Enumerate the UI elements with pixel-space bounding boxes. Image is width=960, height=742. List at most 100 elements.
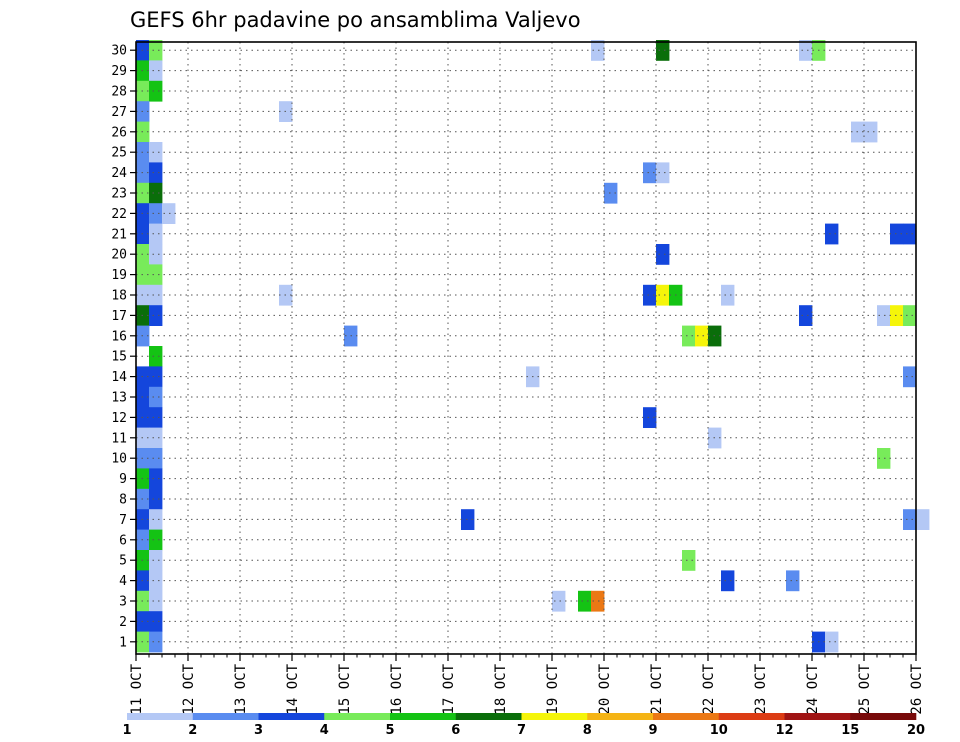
x-tick-label: 21 OCT [649,663,665,714]
y-tick-label: 11 [111,431,127,446]
heatmap-cell [825,223,839,245]
colorbar-legend: 1 2 3 4 5 6 7 8 9 10 12 15 20 [122,713,925,738]
heatmap-cell [149,284,163,306]
heatmap-cell [149,611,163,632]
y-tick-label: 23 [111,187,127,202]
y-tick-label: 14 [111,370,127,385]
x-tick-label: 20 OCT [597,663,613,714]
heatmap-cell [656,284,670,306]
y-tick-label: 9 [119,472,127,487]
plot-frame [135,41,917,655]
y-tick-label: 27 [111,105,127,120]
x-tick-label: 12 OCT [181,663,197,714]
y-tick-label: 6 [119,533,127,548]
x-tick-label: 19 OCT [545,663,561,714]
colorbar-label: 12 [775,723,793,738]
x-tick-label: 22 OCT [701,663,717,714]
heatmap-cell [149,550,163,571]
colorbar-swatch [192,713,259,720]
y-tick-label: 12 [111,411,127,426]
heatmap-cell [877,305,891,326]
colorbar-swatch [390,713,457,720]
heatmap-cell [643,407,657,428]
x-tick-label: 15 OCT [337,663,353,714]
x-tick-label: 26 OCT [909,663,925,714]
colorbar-label: 2 [188,723,197,738]
y-tick-label: 15 [111,350,127,365]
heatmap-cell [149,142,163,163]
heatmap-cell [890,305,904,326]
colorbar-label: 6 [451,723,460,738]
heatmap-cell [903,509,917,530]
colorbar-label: 20 [907,723,925,738]
heatmap-cell [643,284,657,306]
heatmap-cell [903,223,917,245]
colorbar-label: 3 [254,723,263,738]
x-tick-label: 13 OCT [233,663,249,714]
heatmap-cell [149,427,163,449]
heatmap-cell [149,570,163,592]
heatmap-cell [149,80,163,102]
heatmap-cell [461,509,475,530]
y-tick-label: 8 [119,493,127,508]
heatmap-cell [799,305,813,326]
heatmap-cell [149,60,163,82]
x-axis: 11 OCT 12 OCT 13 OCT 14 OCT 15 OCT 16 OCT 17 O… [129,654,925,715]
colorbar-swatch [850,713,917,720]
colorbar-swatch [258,713,325,720]
heatmap-cell [877,448,891,469]
gridlines [136,42,916,654]
colorbar-label: 7 [517,723,526,738]
y-tick-label: 29 [111,64,127,79]
x-tick-label: 11 OCT [129,663,145,714]
y-tick-label: 5 [119,554,127,569]
colorbar-swatch [587,713,654,720]
heatmap-cell [149,590,163,612]
heatmap-cell [149,509,163,530]
heatmap-cell [149,407,163,428]
heatmap-cell [721,570,735,592]
colorbar-swatch [653,713,720,720]
x-tick-label: 25 OCT [857,663,873,714]
colorbar-swatch [718,713,785,720]
heatmap-cell [149,488,163,510]
heatmap-cell [825,631,839,653]
y-axis: 1234567891011121314151617181920212223242… [111,44,136,650]
heatmap-cell [149,203,163,224]
heatmap-cell [149,223,163,245]
heatmap-cell [656,162,670,184]
x-tick-label: 18 OCT [493,663,509,714]
heatmap-cell [552,590,566,612]
colorbar-swatch [127,713,194,720]
heatmap-cell [149,264,163,286]
heatmap-cell [162,203,176,224]
y-tick-label: 10 [111,452,127,467]
y-tick-label: 18 [111,289,127,304]
heatmap-cell [149,386,163,408]
y-tick-label: 4 [119,574,127,589]
colorbar-label: 1 [122,723,131,738]
heatmap-cell [656,244,670,265]
y-tick-label: 19 [111,268,127,283]
heatmap-cell [591,590,605,612]
heatmap-cell [149,244,163,265]
colorbar-swatch [455,713,522,720]
heatmap-cell [149,631,163,653]
colorbar-label: 4 [320,723,329,738]
y-tick-label: 16 [111,329,127,344]
y-tick-label: 3 [119,595,127,610]
colorbar-label: 9 [648,723,657,738]
heatmap-cell [890,223,904,245]
heatmap-cell [903,366,917,388]
x-tick-label: 14 OCT [285,663,301,714]
heatmap-cell [591,40,605,61]
heatmap-cell [604,182,618,204]
heatmap-cell [799,40,813,61]
x-tick-label: 17 OCT [441,663,457,714]
heatmap-cell [682,550,696,571]
heatmap-cell [903,305,917,326]
heatmap-cell [149,40,163,61]
x-tick-label: 24 OCT [805,663,821,714]
heatmap-cell [149,182,163,204]
